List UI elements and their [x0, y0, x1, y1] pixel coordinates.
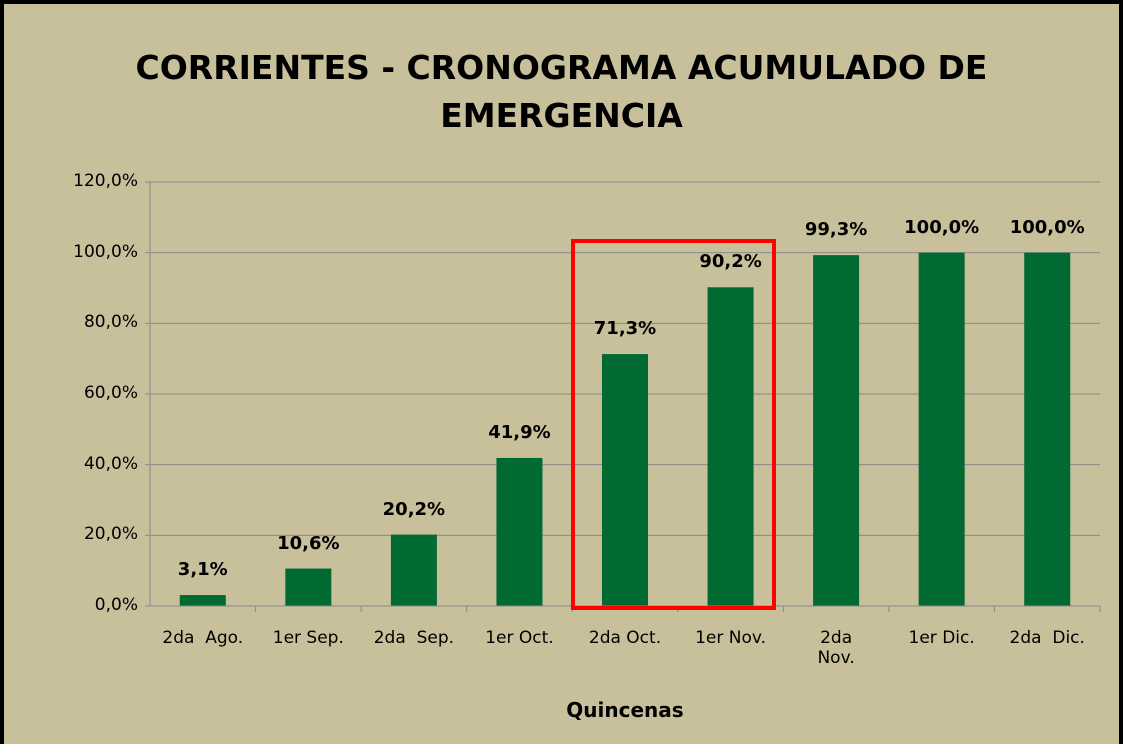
y-tick-label: 120,0% — [73, 171, 138, 191]
x-tick-label: 1er Nov. — [695, 628, 767, 648]
y-tick-label: 40,0% — [83, 453, 138, 474]
x-tick-label: 2da Oct. — [588, 628, 662, 648]
data-label: 100,0% — [1009, 216, 1085, 238]
x-tick-label: 2da Nov. — [817, 628, 855, 669]
y-tick-label: 0,0% — [94, 595, 138, 615]
x-tick-label: 2da Sep. — [373, 628, 455, 648]
bar — [1024, 252, 1071, 606]
data-label: 71,3% — [593, 318, 657, 340]
y-tick-label: 60,0% — [83, 383, 138, 403]
bar — [707, 287, 754, 606]
x-tick-label: 2da Dic. — [1009, 628, 1085, 648]
x-tick-label: 1er Dic. — [908, 628, 975, 648]
bar — [179, 595, 226, 606]
data-label: 100,0% — [904, 216, 980, 238]
y-tick-label: 20,0% — [83, 524, 138, 545]
bar — [602, 354, 648, 606]
bar — [813, 255, 860, 606]
y-tick-label: 100,0% — [73, 241, 138, 262]
x-tick-label: 1er Sep. — [272, 628, 344, 648]
x-tick-label: 1er Oct. — [485, 628, 554, 648]
bar — [496, 457, 543, 606]
bar — [390, 534, 437, 606]
data-label: 90,2% — [699, 251, 762, 273]
chart-title: CORRIENTES - CRONOGRAMA ACUMULADO DE EME… — [135, 48, 988, 135]
data-label: 99,3% — [804, 219, 868, 241]
chart — [145, 181, 1101, 612]
bar — [918, 252, 965, 606]
y-tick-label: 80,0% — [83, 312, 138, 333]
x-axis-title: Quincenas — [566, 698, 684, 722]
data-label: 20,2% — [382, 498, 446, 520]
highlight-box — [571, 239, 776, 610]
data-label: 10,6% — [277, 532, 340, 554]
data-label: 41,9% — [488, 421, 551, 443]
data-label: 3,1% — [177, 559, 228, 581]
bar — [285, 568, 332, 606]
x-tick-label: 2da Ago. — [162, 628, 244, 648]
